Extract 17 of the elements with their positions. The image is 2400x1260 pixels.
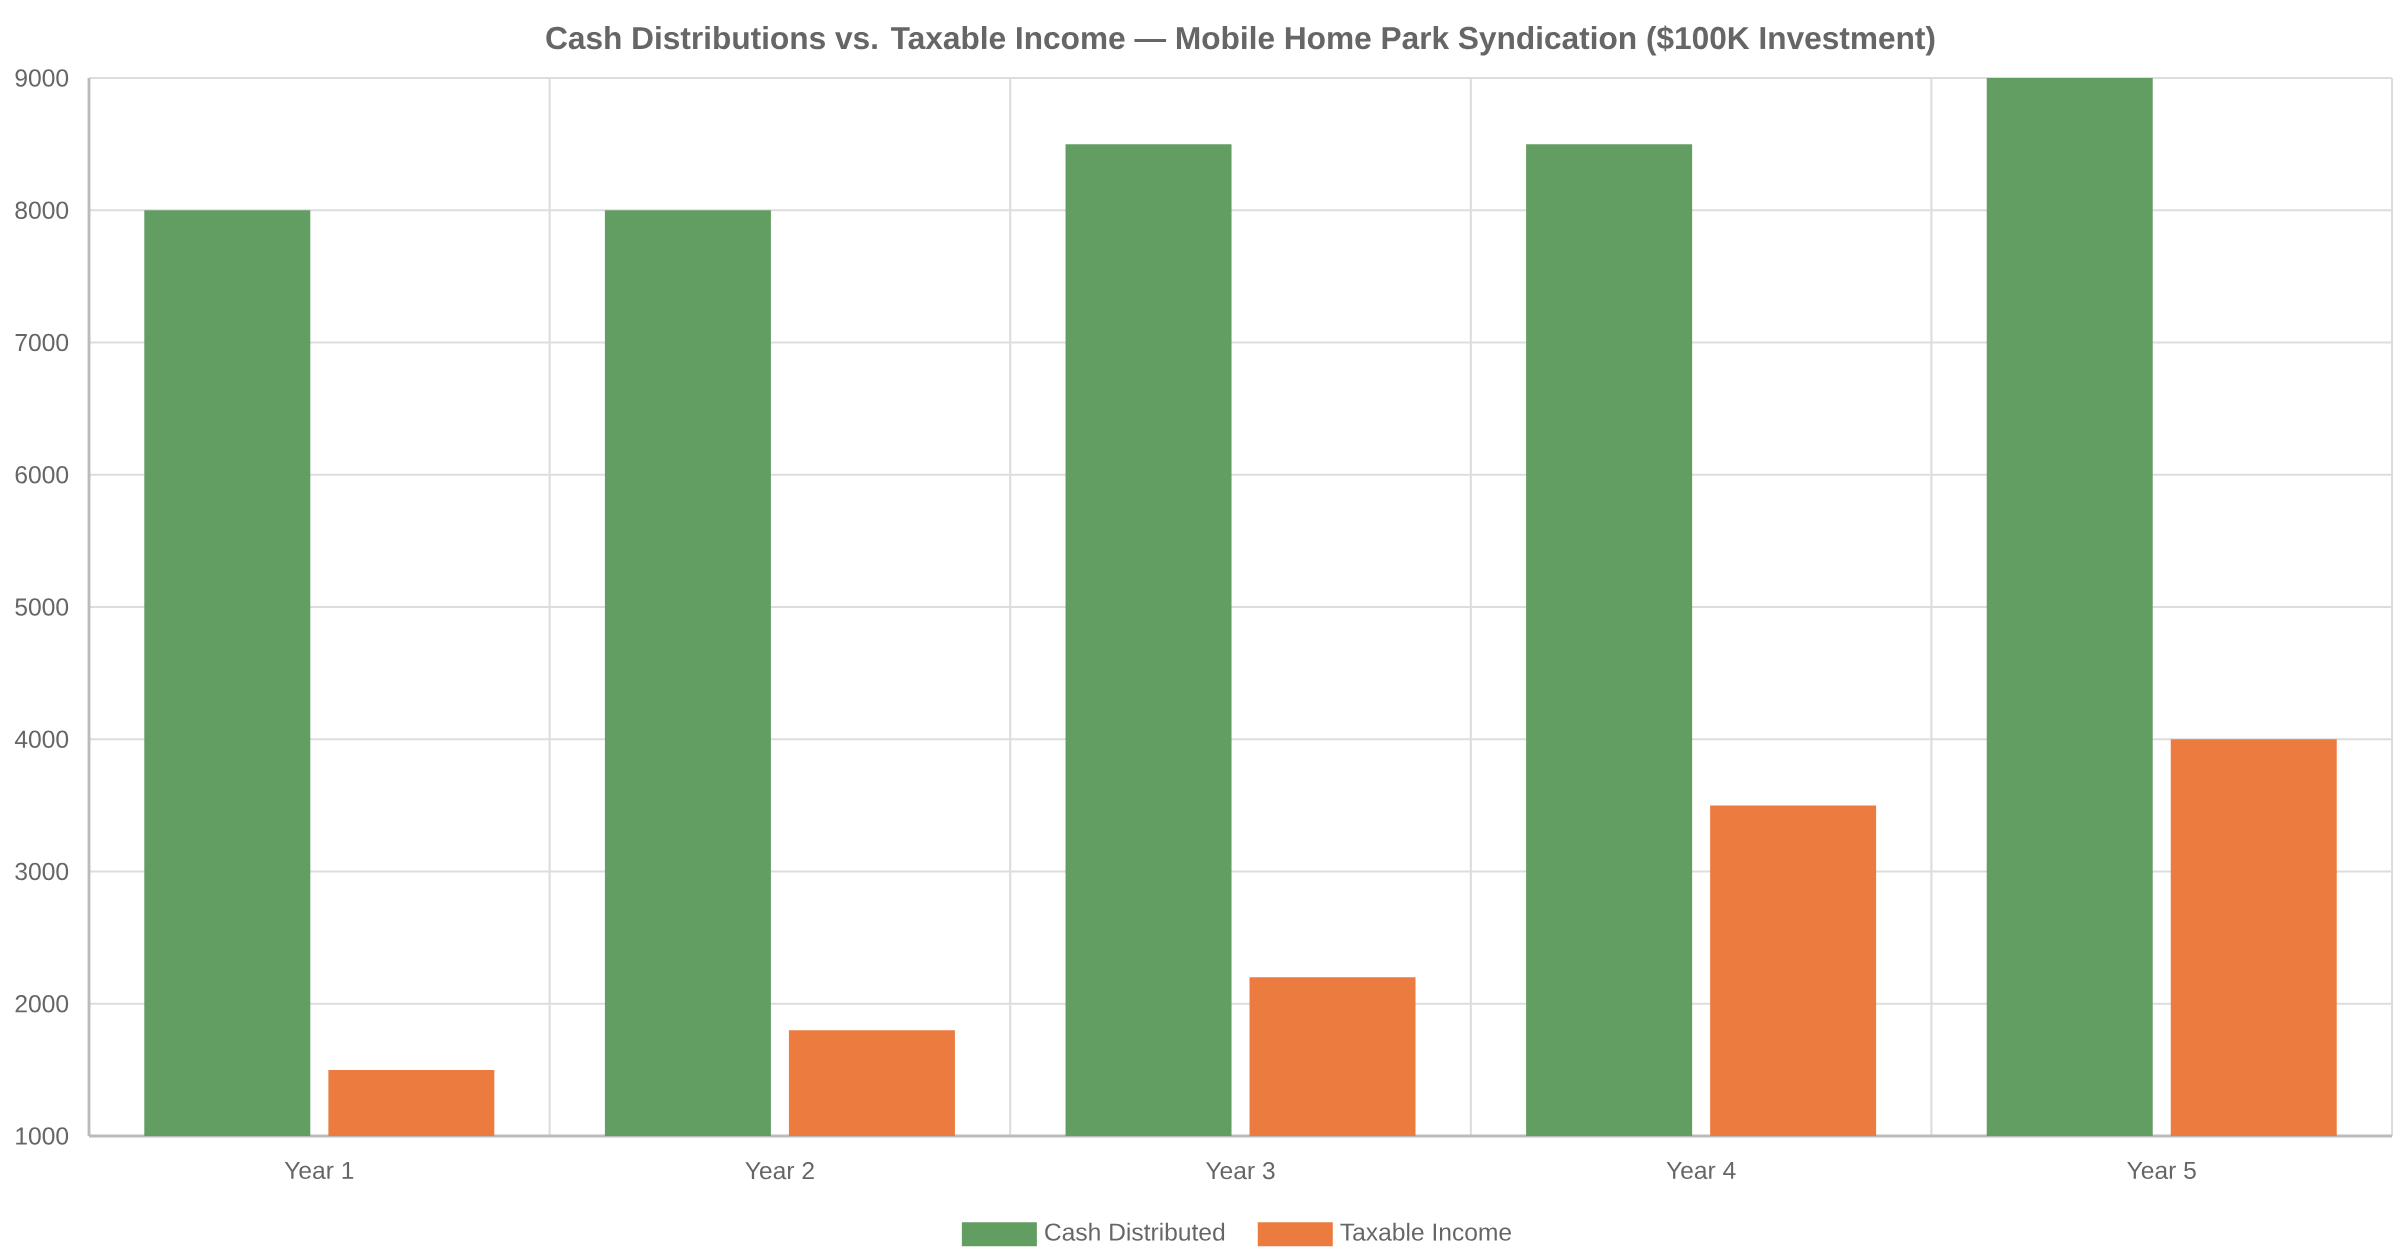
legend-label: Cash Distributed <box>1045 1222 1225 1241</box>
y-tick-label: 2000 <box>15 995 69 1013</box>
y-tick-label: 1000 <box>16 1127 69 1145</box>
y-tick-label: 7000 <box>15 333 69 352</box>
chart-title: Cash Distributions vs. Taxable Income — Mobile Home Park Syndication ($100K Investment) <box>546 25 1935 56</box>
legend-label: Taxable Income <box>1340 1222 1511 1241</box>
x-tick-label: Year 2 <box>745 1161 814 1180</box>
x-tick-label: Year 1 <box>284 1161 354 1180</box>
y-tick-label: 4000 <box>14 730 69 748</box>
x-tick-label: Year 3 <box>1205 1161 1275 1180</box>
y-tick-label: 6000 <box>15 466 69 484</box>
x-tick-label: Year 4 <box>1666 1161 1736 1180</box>
y-tick-label: 9000 <box>15 69 69 87</box>
x-tick-label: Year 5 <box>2127 1161 2196 1180</box>
y-tick-label: 5000 <box>15 598 69 616</box>
y-tick-label: 3000 <box>15 862 69 881</box>
y-tick-label: 8000 <box>15 201 69 219</box>
